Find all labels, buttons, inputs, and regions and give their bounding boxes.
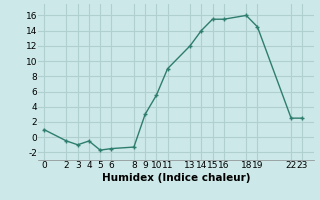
- X-axis label: Humidex (Indice chaleur): Humidex (Indice chaleur): [102, 173, 250, 183]
